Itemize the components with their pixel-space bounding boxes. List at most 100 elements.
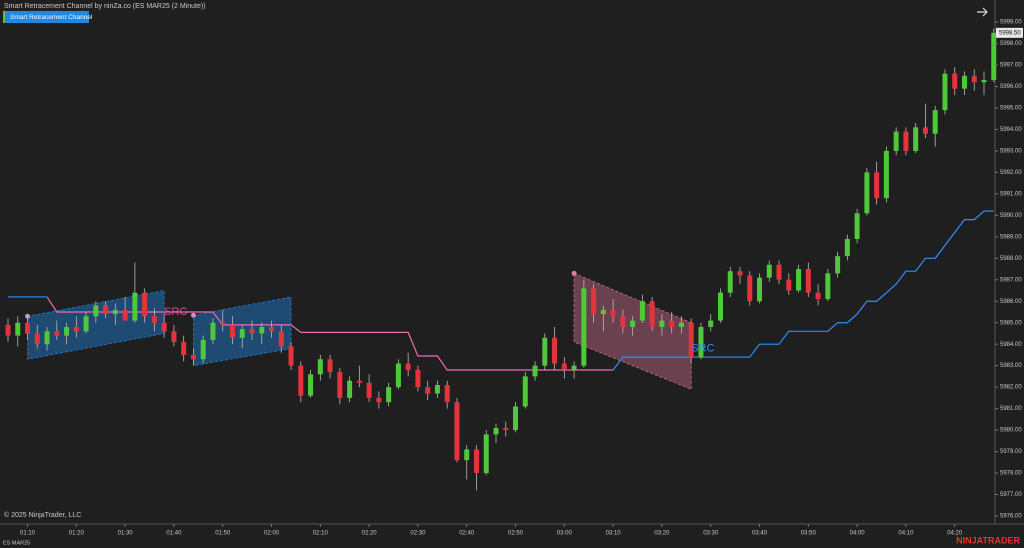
y-tick-label: 5980.00 <box>1000 428 1022 434</box>
y-tick-label: 5993.00 <box>1000 149 1022 155</box>
x-tick-label: 03:10 <box>606 531 622 537</box>
candle-body <box>161 322 167 332</box>
candle-body <box>444 384 450 403</box>
last-price-label: 5998.50 <box>999 30 1021 36</box>
candle-body <box>278 331 284 347</box>
y-tick-label: 5997.00 <box>1000 63 1022 69</box>
candle-body <box>513 406 519 431</box>
candle-body <box>591 288 597 315</box>
candle-body <box>15 322 21 336</box>
candle-body <box>893 131 899 151</box>
candle-body <box>786 279 792 291</box>
candle-body <box>669 320 675 328</box>
candle-body <box>630 320 636 328</box>
x-tick-label: 01:10 <box>20 531 36 537</box>
candle-body <box>678 322 684 328</box>
last-price-tag <box>996 27 1023 38</box>
candle-body <box>971 75 977 83</box>
candle-body <box>815 292 821 300</box>
candle-body <box>317 359 323 375</box>
arrow-icon[interactable] <box>977 7 988 17</box>
y-tick-label: 5996.00 <box>1000 84 1022 90</box>
candle-body <box>415 369 421 388</box>
y-tick-label: 5986.00 <box>1000 299 1022 305</box>
brand: NINJATRADER <box>956 535 1020 545</box>
candle-body <box>347 380 353 398</box>
x-tick-label: 01:50 <box>215 531 231 537</box>
y-tick-label: 5985.00 <box>1000 320 1022 326</box>
candle-body <box>932 110 938 134</box>
candle-body <box>112 309 118 315</box>
candle-body <box>181 342 187 355</box>
candle-body <box>171 331 177 343</box>
y-tick-label: 5992.00 <box>1000 170 1022 176</box>
candle-body <box>298 365 304 396</box>
candle-body <box>464 449 470 461</box>
x-tick-label: 01:30 <box>118 531 134 537</box>
candle-body <box>835 256 841 274</box>
y-tick-label: 5998.00 <box>1000 41 1022 47</box>
x-tick-label: 02:40 <box>459 531 475 537</box>
candle-body <box>5 324 11 336</box>
indicator-button[interactable] <box>3 11 89 23</box>
candle-body <box>151 316 157 323</box>
candle-body <box>220 322 226 325</box>
trail-line <box>8 210 994 371</box>
indicator-label[interactable]: Smart Retracement Channel <box>10 14 93 21</box>
candle-body <box>532 365 538 377</box>
candle-body <box>93 305 99 317</box>
candle-body <box>854 213 860 239</box>
candle-body <box>708 320 714 328</box>
pivot-dot <box>571 270 577 276</box>
x-tick-label: 02:50 <box>508 531 524 537</box>
candle-body <box>864 172 870 214</box>
candle-body <box>952 73 958 89</box>
y-tick-label: 5981.00 <box>1000 406 1022 412</box>
x-tick-label: 04:00 <box>850 531 866 537</box>
y-tick-label: 5977.00 <box>1000 492 1022 498</box>
candle-body <box>581 288 587 366</box>
candle-body <box>610 309 616 317</box>
signal-label: SRC <box>691 342 714 354</box>
candle-body <box>473 449 479 474</box>
plot: SRC SRC <box>5 28 997 491</box>
y-tick-label: 5978.00 <box>1000 471 1022 477</box>
x-tick-label: 01:40 <box>166 531 182 537</box>
candle-body <box>493 427 499 435</box>
copyright: © 2025 NinjaTrader, LLC <box>4 511 81 519</box>
candle-body <box>620 316 626 328</box>
x-tick-label: 03:30 <box>703 531 719 537</box>
x-tick-label: 03:20 <box>654 531 670 537</box>
x-tick-label: 04:10 <box>898 531 914 537</box>
y-tick-label: 5999.00 <box>1000 20 1022 26</box>
candle-body <box>981 80 987 83</box>
x-tick-label: 02:30 <box>410 531 426 537</box>
candle-body <box>942 73 948 111</box>
candle-body <box>483 434 489 474</box>
candle-body <box>376 397 382 403</box>
candle-body <box>200 339 206 360</box>
candle-body <box>698 327 704 358</box>
candle-body <box>103 305 109 315</box>
candle-body <box>83 316 89 332</box>
candle-body <box>737 271 743 276</box>
candle-body <box>552 337 558 364</box>
candle-body <box>688 322 694 358</box>
candle-body <box>522 376 528 407</box>
y-tick-label: 5979.00 <box>1000 449 1022 455</box>
y-tick-label: 5987.00 <box>1000 277 1022 283</box>
candle-body <box>122 309 128 321</box>
x-tick-label: 03:40 <box>752 531 768 537</box>
candle-body <box>757 277 763 302</box>
candle-body <box>961 75 967 89</box>
candle-body <box>825 273 831 300</box>
candle-body <box>805 269 811 293</box>
y-tick-label: 5983.00 <box>1000 363 1022 369</box>
candle-body <box>425 387 431 394</box>
y-tick-label: 5994.00 <box>1000 127 1022 133</box>
candle-body <box>64 327 70 336</box>
y-tick-label: 5995.00 <box>1000 106 1022 112</box>
candle-body <box>356 380 362 383</box>
